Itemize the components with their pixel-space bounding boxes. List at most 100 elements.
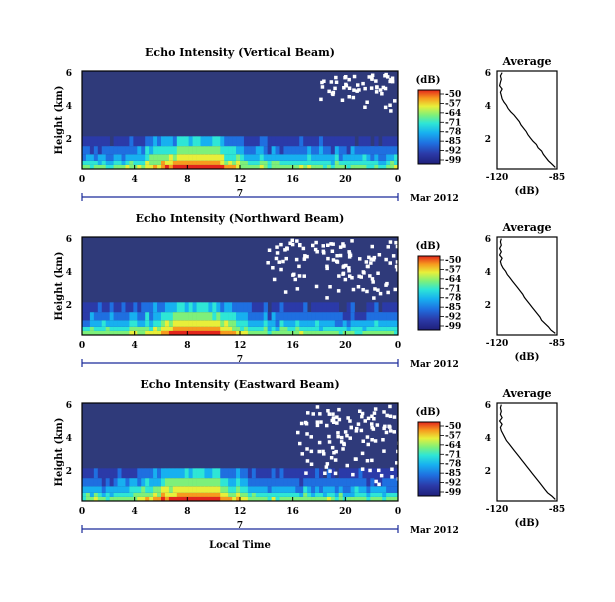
heatmap-cell bbox=[299, 146, 304, 155]
heatmap-cell bbox=[374, 320, 379, 327]
heatmap-cell bbox=[216, 302, 221, 313]
heatmap-cell bbox=[137, 160, 142, 165]
dropout-pixel bbox=[346, 416, 350, 420]
date-label: 7 bbox=[237, 521, 243, 531]
heatmap-cell bbox=[168, 468, 174, 479]
heatmap-cell bbox=[196, 326, 201, 331]
heatmap-cell bbox=[176, 146, 182, 155]
heatmap-cell bbox=[322, 330, 328, 335]
y-tick-label: 6 bbox=[66, 235, 72, 245]
heatmap-cell bbox=[89, 492, 95, 497]
heatmap-cell bbox=[267, 154, 272, 161]
heatmap-cell bbox=[85, 160, 91, 165]
dropout-pixel bbox=[317, 449, 321, 454]
heatmap-cell bbox=[192, 136, 197, 147]
heatmap-cell bbox=[200, 164, 205, 169]
heatmap-cell bbox=[326, 146, 332, 155]
heatmap-cell bbox=[161, 136, 166, 147]
colorbar-tick-label: -71 bbox=[445, 284, 461, 294]
dropout-pixel bbox=[365, 289, 369, 294]
heatmap-cell bbox=[89, 486, 95, 493]
heatmap-cell bbox=[295, 164, 300, 169]
dropout-pixel bbox=[352, 74, 357, 79]
heatmap-cell bbox=[85, 492, 91, 497]
heatmap-cell bbox=[342, 330, 347, 335]
heatmap-cell bbox=[137, 312, 142, 321]
heatmap-cell bbox=[232, 320, 237, 327]
heatmap-cell bbox=[180, 496, 185, 501]
heatmap-cell bbox=[188, 326, 193, 331]
heatmap-cell bbox=[259, 164, 264, 169]
dropout-pixel bbox=[368, 468, 372, 473]
heatmap-cell bbox=[236, 492, 241, 497]
y-tick-label: 2 bbox=[66, 301, 72, 311]
heatmap-cell bbox=[267, 312, 272, 321]
heatmap-cell bbox=[212, 486, 217, 493]
heatmap-cell bbox=[212, 496, 217, 501]
heatmap-cell bbox=[342, 496, 347, 501]
heatmap-cell bbox=[172, 146, 178, 155]
heatmap-cell bbox=[295, 302, 300, 313]
colorbar-tick-label: -57 bbox=[445, 431, 461, 441]
heatmap-cell bbox=[153, 496, 158, 501]
dropout-pixel bbox=[267, 248, 272, 252]
colorbar-tick-label: -78 bbox=[445, 128, 461, 138]
colorbar-tick-label: -64 bbox=[445, 441, 461, 451]
heatmap-cell bbox=[200, 312, 205, 321]
heatmap-cell bbox=[366, 492, 371, 497]
dropout-pixel bbox=[335, 421, 339, 425]
heatmap-cell bbox=[133, 496, 138, 501]
heatmap-cell bbox=[247, 164, 253, 169]
profile-x-label: (dB) bbox=[515, 352, 540, 363]
dropout-pixel bbox=[325, 462, 330, 466]
heatmap-cell bbox=[291, 312, 296, 321]
heatmap-cell bbox=[315, 320, 320, 327]
heatmap-cell bbox=[322, 160, 328, 165]
dropout-pixel bbox=[374, 479, 378, 484]
heatmap-cell bbox=[164, 478, 170, 487]
x-axis-label: Local Time bbox=[209, 540, 271, 551]
heatmap-cell bbox=[192, 486, 197, 493]
heatmap-cell bbox=[188, 160, 193, 165]
heatmap-cell bbox=[188, 496, 193, 501]
heatmap-cell bbox=[240, 468, 245, 479]
heatmap-cell bbox=[113, 312, 118, 321]
heatmap-cell bbox=[374, 146, 379, 155]
dropout-pixel bbox=[330, 91, 335, 96]
heatmap-cell bbox=[109, 492, 114, 497]
heatmap-cell bbox=[129, 302, 134, 313]
heatmap-cell bbox=[362, 486, 367, 493]
heatmap-cell bbox=[149, 312, 154, 321]
heatmap-cell bbox=[172, 496, 178, 501]
heatmap-cell bbox=[394, 146, 399, 155]
heatmap-cell bbox=[374, 312, 379, 321]
dropout-pixel bbox=[345, 433, 349, 438]
heatmap-cell bbox=[378, 164, 383, 169]
heatmap-cell bbox=[101, 136, 106, 147]
heatmap-cell bbox=[275, 486, 280, 493]
profile-x-tick: -85 bbox=[549, 339, 565, 349]
dropout-pixel bbox=[349, 425, 353, 430]
heatmap-cell bbox=[247, 312, 253, 321]
heatmap-cell bbox=[129, 496, 134, 501]
heatmap-cell bbox=[200, 154, 205, 161]
heatmap-cell bbox=[141, 330, 146, 335]
heatmap-cell bbox=[180, 320, 185, 327]
heatmap-cell bbox=[168, 136, 174, 147]
heatmap-cell bbox=[157, 478, 162, 487]
heatmap-cell bbox=[125, 496, 130, 501]
heatmap-cell bbox=[271, 312, 276, 321]
dropout-pixel bbox=[356, 83, 360, 87]
dropout-pixel bbox=[370, 425, 374, 430]
dropout-pixel bbox=[304, 422, 309, 426]
heatmap-cell bbox=[176, 486, 182, 493]
heatmap-cell bbox=[275, 478, 280, 487]
heatmap-cell bbox=[240, 330, 245, 335]
x-tick-label: 8 bbox=[184, 175, 190, 185]
heatmap-cell bbox=[287, 154, 292, 161]
heatmap-cell bbox=[259, 154, 264, 161]
heatmap-cell bbox=[326, 492, 332, 497]
dropout-pixel bbox=[383, 424, 387, 429]
heatmap-cell bbox=[168, 146, 174, 155]
dropout-pixel bbox=[347, 86, 352, 90]
